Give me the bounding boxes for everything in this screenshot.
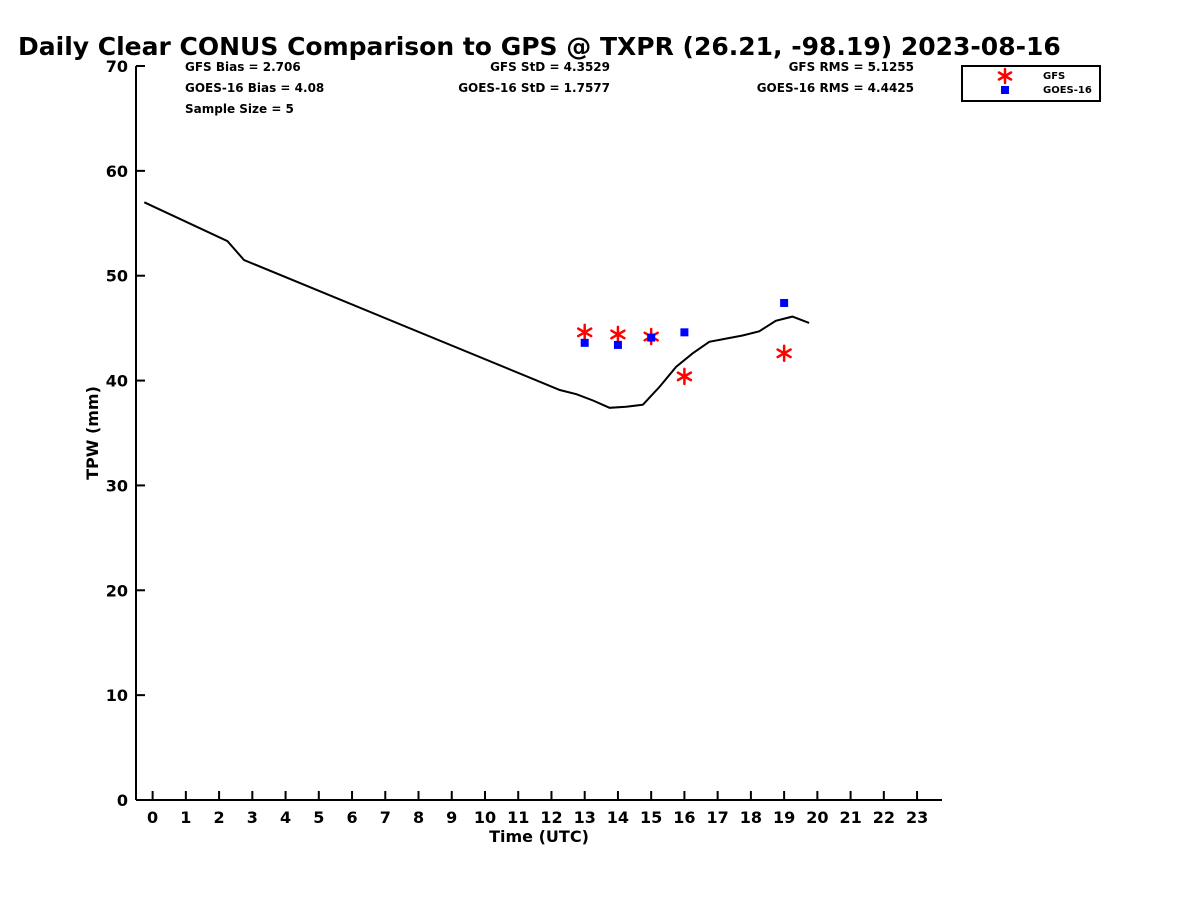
gps-series-line [143, 201, 810, 409]
x-tick-label: 23 [906, 808, 928, 827]
chart-title: Daily Clear CONUS Comparison to GPS @ TX… [18, 32, 1061, 61]
y-tick-label: 60 [106, 162, 128, 181]
legend-goes-marker [1001, 86, 1009, 94]
plot-area [143, 201, 810, 409]
gfs-rms-stat: GFS RMS = 5.1255 [789, 60, 914, 74]
legend-goes-label: GOES-16 [1043, 85, 1092, 96]
x-tick-label: 13 [574, 808, 596, 827]
x-tick-label: 20 [806, 808, 828, 827]
gfs-std-stat: GFS StD = 4.3529 [490, 60, 610, 74]
x-tick-label: 18 [740, 808, 762, 827]
y-tick-label: 10 [106, 686, 128, 705]
gfs-point [576, 323, 593, 342]
x-tick-label: 15 [640, 808, 662, 827]
y-tick-label: 30 [106, 476, 128, 495]
goes-std-stat: GOES-16 StD = 1.7577 [458, 81, 610, 95]
legend: GFS GOES-16 [961, 65, 1101, 102]
x-tick-label: 6 [346, 808, 357, 827]
x-tick-label: 22 [873, 808, 895, 827]
x-tick-label: 0 [147, 808, 158, 827]
goes16-point [580, 338, 589, 347]
stats-block: GFS Bias = 2.706 GOES-16 Bias = 4.08 Sam… [185, 60, 914, 116]
x-tick-label: 19 [773, 808, 795, 827]
x-tick-label: 5 [313, 808, 324, 827]
x-tick-label: 14 [607, 808, 629, 827]
x-tick-label: 11 [507, 808, 529, 827]
x-tick-label: 2 [214, 808, 225, 827]
legend-goes-symbol [1001, 86, 1009, 94]
x-tick-label: 7 [380, 808, 391, 827]
x-tick-label: 16 [673, 808, 695, 827]
axes [135, 66, 942, 801]
x-tick-label: 8 [413, 808, 424, 827]
goes16-point [680, 328, 689, 337]
y-tick-label: 40 [106, 372, 128, 391]
goes16-point [613, 340, 622, 349]
legend-gfs-symbol [997, 67, 1013, 85]
gfs-point [776, 344, 792, 363]
goes16-point [647, 333, 656, 342]
y-tick-label: 0 [117, 791, 128, 810]
goes-bias-stat: GOES-16 Bias = 4.08 [185, 81, 324, 95]
x-tick-label: 10 [474, 808, 496, 827]
x-tick-label: 17 [707, 808, 729, 827]
x-tick-label: 21 [839, 808, 861, 827]
y-tick-label: 70 [106, 57, 128, 76]
legend-gfs-label: GFS [1043, 71, 1065, 82]
x-tick-label: 3 [247, 808, 258, 827]
x-tick-label: 4 [280, 808, 291, 827]
y-tick-label: 50 [106, 267, 128, 286]
y-axis-title: TPW (mm) [83, 386, 102, 480]
x-ticks: 0 1 2 3 4 5 6 7 8 9 10 11 12 13 14 15 16 17 18 19 20 21 22 23 [147, 791, 928, 827]
x-tick-label: 9 [446, 808, 457, 827]
gfs-point [610, 325, 626, 344]
goes-rms-stat: GOES-16 RMS = 4.4425 [757, 81, 914, 95]
legend-box [961, 65, 1101, 102]
gfs-point [676, 367, 693, 386]
gfs-bias-stat: GFS Bias = 2.706 [185, 60, 301, 74]
y-ticks: 0 10 20 30 40 50 60 70 [106, 57, 145, 810]
x-tick-label: 1 [180, 808, 191, 827]
sample-size-stat: Sample Size = 5 [185, 102, 294, 116]
legend-gfs-marker [997, 67, 1013, 85]
x-axis-title: Time (UTC) [489, 827, 589, 846]
y-tick-label: 20 [106, 581, 128, 600]
x-tick-label: 12 [540, 808, 562, 827]
goes16-point [780, 298, 789, 307]
